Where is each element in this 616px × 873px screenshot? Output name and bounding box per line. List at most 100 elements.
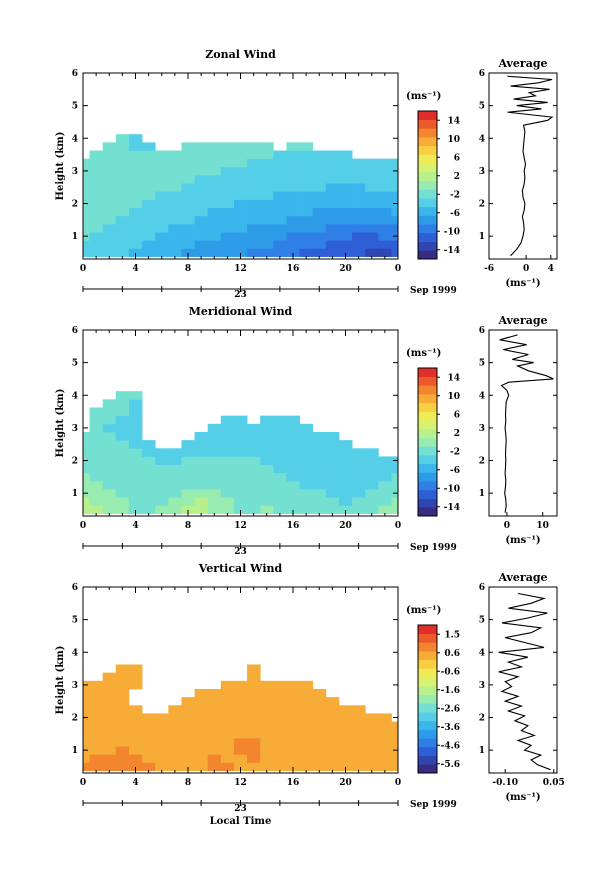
profile-y-tick-label: 4 [479,134,485,144]
x-tick-label: 4 [132,521,138,531]
heatmap-cell [181,215,195,225]
colorbar-tick-label: -10 [444,227,460,237]
heatmap-cell [181,158,195,168]
heatmap-cell [128,672,143,682]
colorbar-swatch [418,720,437,730]
heatmap-cell [312,223,327,233]
colorbar-swatch [418,420,437,430]
heatmap-cell [181,705,195,714]
heatmap-cell [338,240,353,249]
heatmap-cell [142,232,156,241]
heatmap-cell [352,721,366,731]
heatmap-cell [325,754,340,763]
y-tick-label: 6 [72,583,78,593]
profile-title: Average [497,57,547,70]
profile-y-tick-label: 1 [479,489,485,499]
heatmap-cell [299,431,314,441]
heatmap-cell [220,680,235,690]
heatmap-cell [155,232,169,241]
heatmap-cell [181,183,195,192]
heatmap-cell [207,240,222,249]
colorbar-swatch [418,755,437,765]
heatmap-cell [128,207,143,217]
heatmap-cell [273,737,287,747]
heatmap-cell [312,497,327,506]
heatmap-cell [286,199,300,209]
colorbar-swatch [418,154,437,164]
heatmap-cell [352,729,366,739]
heatmap-cell [207,223,222,233]
heatmap-cell [325,729,340,739]
heatmap-cell [83,207,90,217]
heatmap-cell [260,480,274,490]
heatmap-cell [194,440,209,449]
heatmap-cell [325,489,340,498]
panel-title: Meridional Wind [189,305,293,318]
heatmap-cell [286,207,300,217]
heatmap-cell [247,440,261,449]
heatmap-cell [207,448,222,457]
heatmap-cell [391,207,399,217]
heatmap-cell [299,705,314,714]
heatmap-cell [325,480,340,490]
heatmap-cell [338,746,353,755]
heatmap-cell [365,762,379,771]
heatmap-cell [325,737,340,747]
heatmap-cell [207,721,222,731]
heatmap-cell [168,166,182,176]
colorbar-swatch [418,232,437,242]
heatmap-cell [102,440,117,449]
heatmap-cell [391,240,399,249]
x-tick-label: 16 [287,521,300,531]
heatmap-cell [181,174,195,184]
heatmap-cell [260,497,274,506]
heatmap-cell [273,697,287,706]
x-tick-label: 12 [234,778,247,788]
heatmap-cell [260,448,274,457]
heatmap-cell [286,746,300,755]
heatmap-cell [194,497,209,506]
heatmap-cell [299,423,314,433]
x-tick-label: 4 [132,778,138,788]
profile-y-tick-label: 6 [479,69,485,79]
heatmap-cell [194,505,209,514]
heatmap-cell [365,721,379,731]
heatmap-cell [128,721,143,731]
heatmap-cell [260,705,274,714]
heatmap-cell [391,174,399,184]
heatmap-cell [312,464,327,474]
heatmap-cell [128,134,143,143]
heatmap-cell [378,174,392,184]
heatmap-cell [168,729,182,739]
heatmap-cell [102,158,117,168]
heatmap-cell [181,721,195,731]
heatmap-cell [312,448,327,457]
heatmap-cell [299,680,314,690]
heatmap-cell [155,215,169,225]
colorbar-tick-label: 0.6 [444,649,460,659]
heatmap-cell [142,191,156,200]
heatmap-cell [155,762,169,771]
heatmap-cell [194,232,209,241]
heatmap-cell [378,207,392,217]
heatmap-cell [299,240,314,249]
heatmap-cell [83,174,90,184]
heatmap-cell [312,166,327,176]
heatmap-cell [338,215,353,225]
heatmap-cell [194,729,209,739]
heatmap-cell [142,215,156,225]
heatmap-cell [273,762,287,771]
heatmap-cell [233,448,248,457]
heatmap-cell [299,472,314,482]
heatmap-cell [273,505,287,514]
heatmap-cell [325,431,340,441]
heatmap-cell [83,158,90,168]
y-tick-label: 3 [72,424,78,434]
heatmap-cell [168,489,182,498]
heatmap-cell [352,158,366,168]
heatmap-cell [391,183,399,192]
colorbar-tick-label: -2.6 [441,704,460,714]
heatmap-cell [89,705,104,714]
date-day-label: 23 [234,290,247,300]
colorbar-unit-label: (ms⁻¹) [406,605,441,616]
